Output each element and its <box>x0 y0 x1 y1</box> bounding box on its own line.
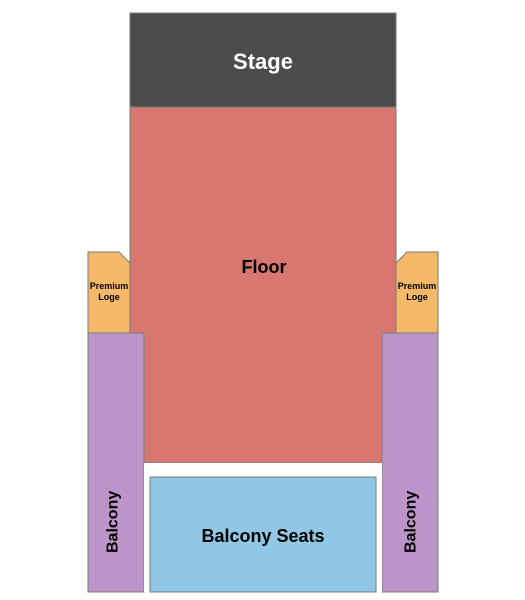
label-balcony-left: Balcony <box>102 467 124 577</box>
label-premium-right: Premium Loge <box>396 278 438 306</box>
label-stage: Stage <box>130 47 396 77</box>
label-floor: Floor <box>214 256 314 280</box>
label-premium-left: Premium Loge <box>88 278 130 306</box>
label-balcony-seats: Balcony Seats <box>150 525 376 549</box>
label-balcony-right: Balcony <box>400 467 422 577</box>
seating-svg <box>0 0 525 600</box>
